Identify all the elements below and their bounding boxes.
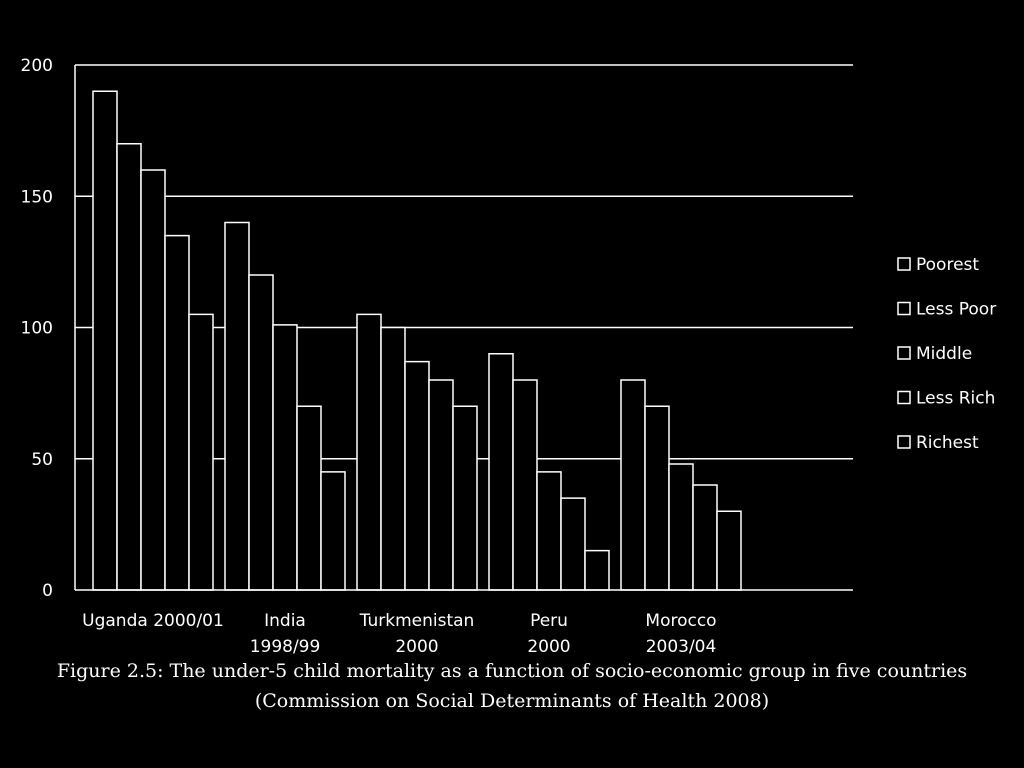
x-category-label: Uganda 2000/01 <box>82 611 224 631</box>
x-category-label: 2003/04 <box>646 637 717 657</box>
bar-less-poor <box>512 379 538 591</box>
bar-less-poor <box>644 405 670 591</box>
x-category-label: 2000 <box>527 637 570 657</box>
bars <box>92 90 742 591</box>
legend-swatch <box>897 390 911 405</box>
bar-poorest <box>620 379 646 591</box>
bar-richest <box>716 510 742 591</box>
x-category-label: Turkmenistan <box>359 611 475 631</box>
bar-middle <box>668 463 694 591</box>
x-category-label: 1998/99 <box>250 637 321 657</box>
y-tick-label: 200 <box>21 56 53 76</box>
legend-entry-label: Richest <box>916 433 979 453</box>
bar-less-rich <box>560 497 586 591</box>
bar-less-rich <box>164 234 190 591</box>
y-tick-label: 50 <box>31 450 53 470</box>
bar-richest <box>584 549 610 591</box>
bar-poorest <box>92 90 118 591</box>
bar-less-poor <box>248 274 274 591</box>
y-tick-label: 150 <box>21 187 53 207</box>
bar-less-rich <box>428 379 454 591</box>
figure-caption-source: (Commission on Social Determinants of He… <box>254 690 770 712</box>
bar-richest <box>452 405 478 591</box>
x-category-label: 2000 <box>395 637 438 657</box>
axes <box>74 65 853 591</box>
bar-poorest <box>224 221 250 591</box>
x-category-label: India <box>264 611 306 631</box>
bar-richest <box>188 313 214 591</box>
bar-middle <box>404 360 430 591</box>
legend-swatch <box>897 435 911 449</box>
figure-caption: Figure 2.5: The under-5 child mortality … <box>56 660 968 682</box>
legend-entry-label: Poorest <box>916 255 979 275</box>
x-category-label: Morocco <box>645 611 716 631</box>
legend-entry-label: Less Rich <box>916 389 995 409</box>
legend-swatch <box>897 257 911 271</box>
bar-middle <box>272 324 298 591</box>
y-tick-labels: 0 50 100 150 200 <box>21 56 53 601</box>
bar-less-poor <box>380 326 406 591</box>
bar-less-rich <box>296 405 322 591</box>
bar-poorest <box>488 353 514 591</box>
legend: Poorest Less Poor Middle Less Rich Richest <box>897 255 996 453</box>
y-tick-label: 100 <box>21 319 53 339</box>
bar-less-rich <box>692 484 718 591</box>
bar-middle <box>536 471 562 591</box>
legend-swatch <box>897 301 911 316</box>
x-category-labels: Uganda 2000/01 India 1998/99 Turkmenistan 20… <box>82 611 716 657</box>
bar-richest <box>320 471 346 591</box>
bar-less-poor <box>116 143 142 591</box>
bar-middle <box>140 169 166 591</box>
legend-entry-label: Middle <box>916 344 972 364</box>
bar-poorest <box>356 313 382 591</box>
x-category-label: Peru <box>530 611 568 631</box>
legend-swatch <box>897 346 911 360</box>
y-tick-label: 0 <box>42 581 53 601</box>
legend-entry-label: Less Poor <box>916 300 996 320</box>
